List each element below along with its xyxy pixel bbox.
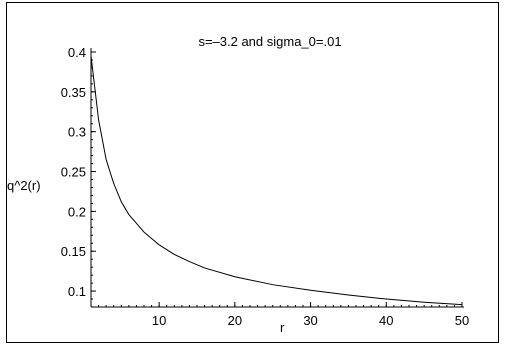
y-tick-label: 0.25 <box>61 165 86 180</box>
x-tick-label: 20 <box>228 313 242 328</box>
axes <box>90 48 464 308</box>
y-tick-label: 0.15 <box>61 244 86 259</box>
x-tick-label: 50 <box>455 313 469 328</box>
x-axis-label: r <box>280 320 285 335</box>
plot-frame <box>6 2 499 343</box>
y-tick-label: 0.35 <box>61 85 86 100</box>
series <box>90 55 463 306</box>
chart-title: s=–3.2 and sigma_0=.01 <box>198 34 341 49</box>
y-tick-label: 0.3 <box>68 125 86 140</box>
x-tick-label: 30 <box>303 313 317 328</box>
y-tick-label: 0.4 <box>68 45 86 60</box>
y-axis-label: q^2(r) <box>7 178 41 193</box>
x-tick-label: 10 <box>152 313 166 328</box>
y-tick-label: 0.2 <box>68 204 86 219</box>
y-tick-label: 0.1 <box>68 284 86 299</box>
series-line <box>90 55 463 306</box>
x-tick-label: 40 <box>379 313 393 328</box>
ticks: 0.1 0.15 0.2 0.25 0.3 0.35 0.4 10 20 30 40 50 <box>61 45 470 328</box>
